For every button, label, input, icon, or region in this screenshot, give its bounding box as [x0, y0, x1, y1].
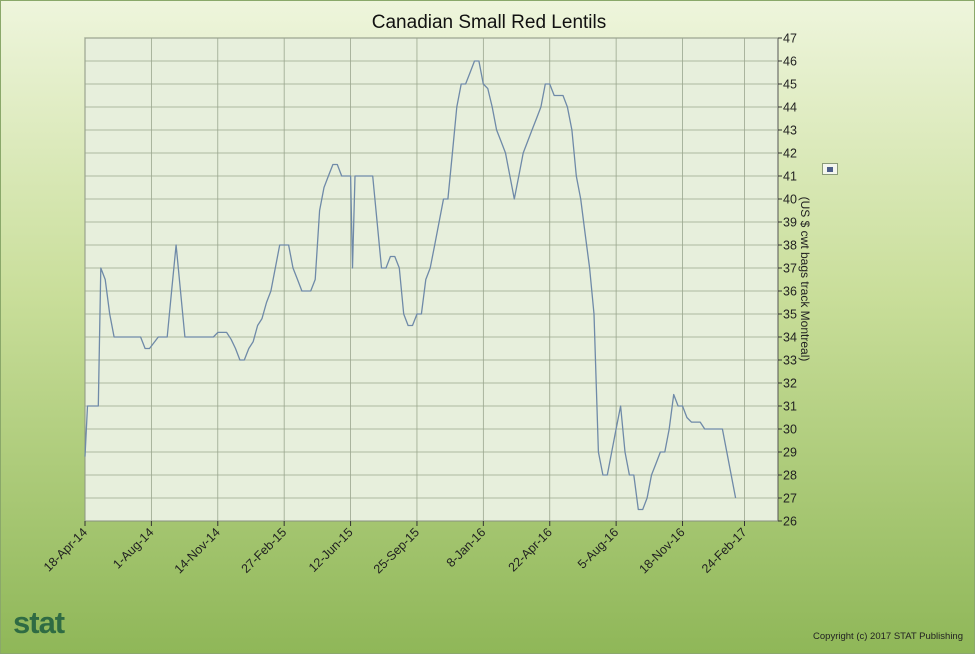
grid	[84, 37, 778, 522]
x-tick-label: 25-Sep-15	[371, 525, 422, 576]
x-tick-label: 18-Nov-16	[636, 525, 687, 576]
y-tick-label: 31	[783, 400, 797, 414]
x-tick-label: 24-Feb-17	[699, 525, 750, 576]
chart-title: Canadian Small Red Lentils	[372, 12, 606, 33]
y-tick-label: 27	[783, 492, 797, 506]
series-line	[84, 60, 737, 511]
y-tick-label: 43	[783, 124, 797, 138]
x-tick-label: 1-Aug-14	[110, 525, 156, 571]
y-tick-label: 35	[783, 308, 797, 322]
y-tick-label: 41	[783, 170, 797, 184]
legend	[822, 163, 838, 175]
legend-swatch	[827, 167, 833, 172]
x-tick-label: 5-Aug-16	[575, 525, 621, 571]
y-tick-label: 39	[783, 216, 797, 230]
y-axis-ticks: 26 27 28 29 30 31 32 33 34 35 36 37 38 39 40 41 42 43 44 45…	[778, 32, 797, 529]
x-tick-label: 27-Feb-15	[239, 525, 290, 576]
y-tick-label: 38	[783, 239, 797, 253]
x-tick-label: 14-Nov-14	[172, 525, 223, 576]
y-tick-label: 36	[783, 285, 797, 299]
y-axis-label: (US $ cwt bags track Montreal)	[798, 197, 812, 362]
plot-area	[84, 37, 779, 522]
x-tick-label: 18-Apr-14	[41, 525, 90, 574]
y-tick-label: 47	[783, 32, 797, 46]
y-tick-label: 32	[783, 377, 797, 391]
y-tick-label: 45	[783, 78, 797, 92]
y-tick-label: 26	[783, 515, 797, 529]
stat-logo: stat	[13, 605, 65, 640]
x-axis-ticks: 18-Apr-14 1-Aug-14 14-Nov-14 27-Feb-15 12-Ju…	[41, 521, 750, 576]
y-tick-label: 37	[783, 262, 797, 276]
y-tick-label: 28	[783, 469, 797, 483]
y-tick-label: 42	[783, 147, 797, 161]
x-tick-label: 22-Apr-16	[506, 525, 555, 574]
x-tick-label: 12-Jun-15	[306, 525, 356, 575]
y-tick-label: 34	[783, 331, 797, 345]
y-tick-label: 29	[783, 446, 797, 460]
y-tick-label: 40	[783, 193, 797, 207]
y-tick-label: 44	[783, 101, 797, 115]
y-tick-label: 30	[783, 423, 797, 437]
y-tick-label: 33	[783, 354, 797, 368]
x-tick-label: 8-Jan-16	[444, 525, 489, 570]
copyright-text: Copyright (c) 2017 STAT Publishing	[813, 631, 963, 642]
y-tick-label: 46	[783, 55, 797, 69]
